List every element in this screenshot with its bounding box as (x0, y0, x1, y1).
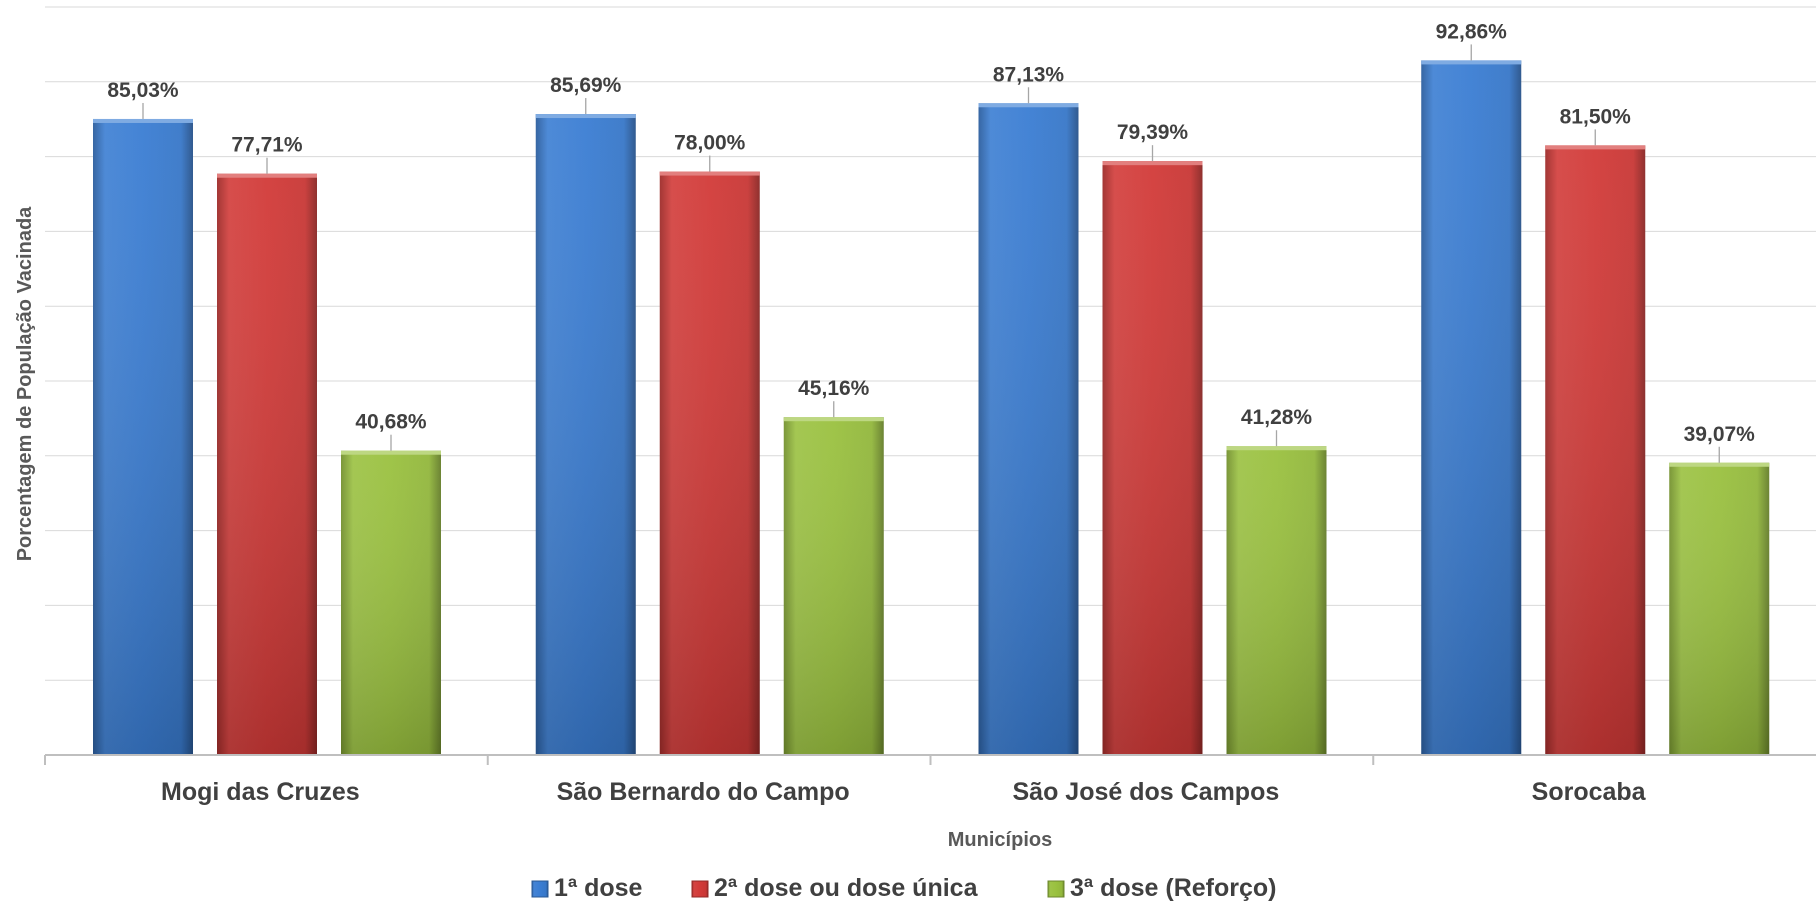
data-label: 40,68% (355, 411, 427, 434)
bar-top (1421, 60, 1522, 65)
x-tick-label: São José dos Campos (1013, 778, 1280, 806)
bar-shade (1545, 145, 1646, 755)
data-label: 41,28% (1241, 406, 1313, 429)
bar-shade (341, 450, 441, 755)
bar-top (1545, 145, 1646, 150)
bar-top (1669, 462, 1770, 467)
legend-label: 2ª dose ou dose única (714, 874, 979, 902)
x-tick-label: Sorocaba (1532, 778, 1647, 806)
bar-top (783, 417, 884, 422)
x-tick-label: São Bernardo do Campo (557, 778, 850, 806)
y-axis-title: Porcentagem de População Vacinada (14, 206, 36, 561)
data-label: 85,03% (107, 79, 179, 102)
bar-top (341, 450, 441, 455)
x-tick-label: Mogi das Cruzes (161, 778, 360, 806)
data-labels: 85,03% 77,71% 40,68% 85,69% 78,00% 45,16% 87,1… (107, 20, 1756, 463)
bars (93, 60, 1770, 756)
legend-item: 1ª dose (531, 874, 643, 902)
bar-shade (535, 114, 636, 755)
legend: 1ª dose 2ª dose ou dose única 3ª dose (Ref… (531, 874, 1277, 902)
legend-swatch (1047, 880, 1065, 898)
legend-swatch (531, 880, 549, 898)
bar-top (217, 173, 317, 178)
data-label: 78,00% (674, 132, 746, 155)
bar-shade (783, 417, 884, 755)
data-label: 77,71% (231, 134, 303, 157)
bar-shade (93, 118, 193, 756)
data-label: 85,69% (550, 74, 622, 97)
x-axis: Mogi das Cruzes São Bernardo do Campo São … (44, 754, 1816, 806)
bar-top (978, 103, 1079, 108)
bar-shade (1102, 161, 1203, 756)
legend-label: 3ª dose (Reforço) (1070, 874, 1277, 902)
bar-shade (1669, 462, 1770, 755)
data-label: 87,13% (993, 63, 1065, 86)
x-axis-title: Municípios (948, 829, 1052, 851)
data-label: 81,50% (1560, 105, 1632, 128)
bar-shade (659, 171, 760, 755)
bar-shade (978, 103, 1079, 756)
bar-top (535, 114, 636, 119)
bar-shade (217, 173, 317, 756)
legend-swatch (691, 880, 709, 898)
bar-shade (1226, 446, 1327, 755)
data-label: 39,07% (1684, 423, 1756, 446)
data-label: 79,39% (1117, 121, 1189, 144)
legend-label: 1ª dose (554, 874, 643, 902)
bar-top (659, 171, 760, 176)
bar-top (1102, 161, 1203, 166)
bar-top (93, 118, 193, 123)
gridlines (45, 6, 1816, 681)
bar-top (1226, 446, 1327, 451)
legend-item: 3ª dose (Reforço) (1047, 874, 1277, 902)
data-label: 45,16% (798, 377, 870, 400)
data-label: 92,86% (1436, 20, 1508, 43)
legend-item: 2ª dose ou dose única (691, 874, 979, 902)
bar-shade (1421, 60, 1522, 755)
